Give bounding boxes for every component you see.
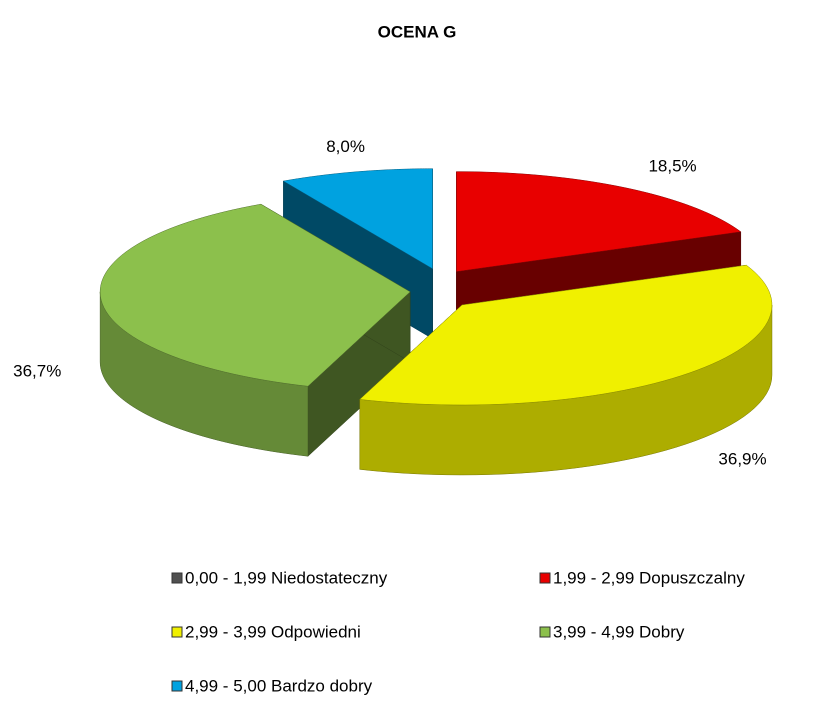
data-label: 36,9% — [718, 450, 766, 469]
chart-title: OCENA G — [378, 22, 457, 41]
legend-label: 1,99 - 2,99 Dopuszczalny — [553, 568, 745, 587]
slice — [282, 168, 433, 270]
data-label: 36,7% — [13, 362, 61, 381]
legend-swatch — [171, 572, 183, 584]
legend-swatch — [171, 626, 183, 638]
legend-swatch — [171, 680, 183, 692]
legend-swatch — [539, 626, 551, 638]
legend-label: 0,00 - 1,99 Niedostateczny — [185, 568, 388, 587]
slice — [456, 171, 742, 272]
slice — [99, 203, 411, 387]
pie-tops — [99, 168, 773, 406]
legend-label: 3,99 - 4,99 Dobry — [553, 622, 685, 641]
data-label: 18,5% — [648, 157, 696, 176]
legend-swatch — [539, 572, 551, 584]
slice — [359, 264, 773, 406]
data-label: 8,0% — [326, 137, 365, 156]
legend-label: 2,99 - 3,99 Odpowiedni — [185, 622, 361, 641]
legend-label: 4,99 - 5,00 Bardzo dobry — [185, 676, 373, 695]
